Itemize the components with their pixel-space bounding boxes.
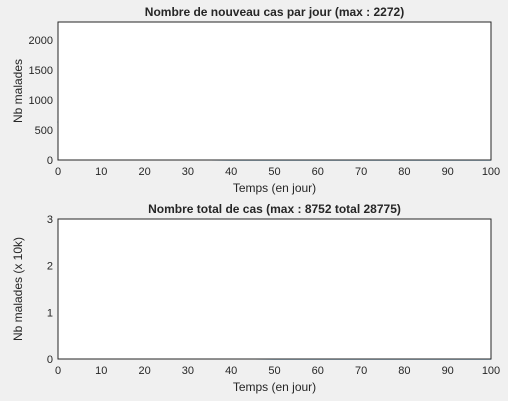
x-tick-label: 70	[355, 166, 367, 178]
x-tick-label: 30	[182, 166, 194, 178]
x-tick-label: 100	[482, 166, 500, 178]
x-tick-label: 40	[225, 166, 237, 178]
x-tick-label: 70	[355, 365, 367, 377]
axes-frame	[57, 21, 492, 161]
y-axis-label: Nb malades (x 10k)	[11, 237, 25, 341]
x-tick-label: 10	[95, 166, 107, 178]
x-tick-label: 20	[138, 166, 150, 178]
chart-title: Nombre total de cas (max : 8752 total 28…	[148, 202, 401, 216]
x-tick-label: 90	[442, 365, 454, 377]
x-tick-label: 100	[482, 365, 500, 377]
x-tick-label: 50	[268, 166, 280, 178]
x-tick-label: 30	[182, 365, 194, 377]
y-tick-label: 2	[47, 261, 53, 273]
x-tick-label: 60	[312, 365, 324, 377]
x-tick-label: 60	[312, 166, 324, 178]
x-tick-label: 80	[398, 166, 410, 178]
x-tick-label: 0	[55, 365, 61, 377]
y-tick-label: 2000	[29, 35, 53, 47]
x-axis-label: Temps (en jour)	[233, 380, 316, 394]
y-tick-label: 3	[47, 214, 53, 226]
x-tick-label: 0	[55, 166, 61, 178]
y-axis-label: Nb malades	[11, 59, 25, 123]
x-tick-label: 80	[398, 365, 410, 377]
x-tick-label: 20	[138, 365, 150, 377]
y-tick-label: 1	[47, 307, 53, 319]
x-axis-label: Temps (en jour)	[233, 181, 316, 195]
x-tick-label: 40	[225, 365, 237, 377]
y-tick-label: 1000	[29, 95, 53, 107]
y-tick-label: 0	[47, 155, 53, 167]
subplot-1: 0 10 20 30 40 50 60 70 80 90 1000500100015002000No…	[11, 5, 500, 195]
subplot-2: 0 10 20 30 40 50 60 70 80 90 100 0 1 2 3 Nombre total d…	[11, 202, 500, 394]
y-tick-label: 0	[47, 354, 53, 366]
y-tick-label: 1500	[29, 65, 53, 77]
axes-frame	[57, 218, 492, 360]
x-tick-label: 90	[442, 166, 454, 178]
x-tick-label: 10	[95, 365, 107, 377]
y-tick-label: 500	[35, 125, 53, 137]
chart-title: Nombre de nouveau cas par jour (max : 22…	[145, 5, 404, 19]
x-tick-label: 50	[268, 365, 280, 377]
